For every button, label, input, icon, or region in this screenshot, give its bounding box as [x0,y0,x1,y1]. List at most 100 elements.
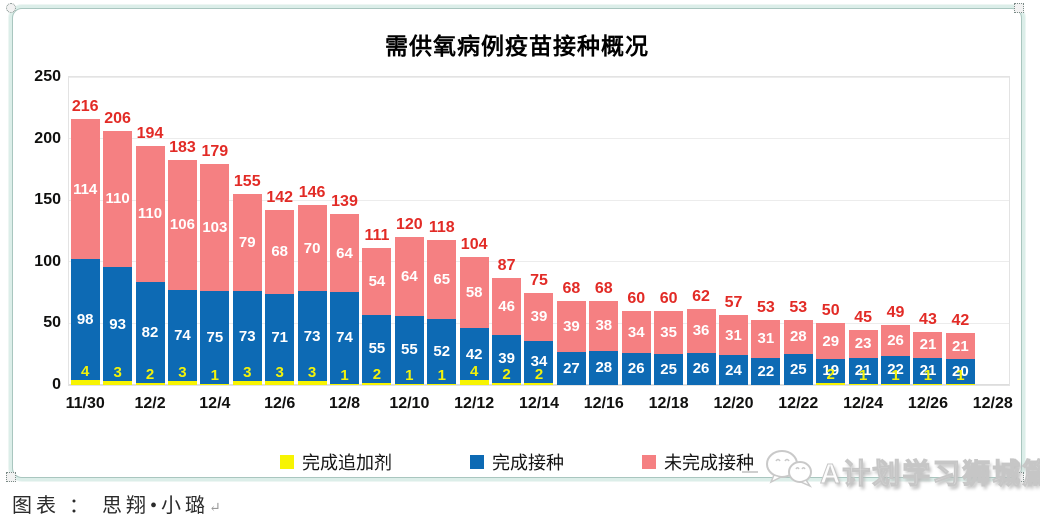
segment-vaccinated-label: 25 [660,361,677,379]
segment-unvaccinated-label: 39 [563,317,580,335]
x-axis-tick-label: 12/8 [328,395,361,412]
bar-total-label: 216 [71,97,99,115]
segment-vaccinated: 73 3 [297,291,327,382]
stacked-bar: 111 54 55 2 [362,228,392,385]
segment-unvaccinated: 70 [297,205,327,292]
segment-unvaccinated: 110 [103,131,133,267]
bar-total-label: 49 [886,303,905,321]
bar-total-label: 206 [104,110,131,128]
segment-booster [427,383,457,385]
segment-unvaccinated-label: 110 [105,190,130,208]
selection-handle-top-left[interactable] [6,3,16,13]
x-axis-tick-label: 12/20 [713,395,754,412]
segment-unvaccinated-label: 38 [595,317,613,335]
bar-total-label: 146 [298,184,326,202]
segment-unvaccinated-label: 103 [202,219,228,237]
segment-vaccinated-label: 73 [303,327,321,345]
segment-vaccinated-label: 39 [498,350,515,368]
segment-unvaccinated-label: 114 [73,180,98,198]
segment-booster [232,381,262,385]
segment-booster-label: 3 [113,364,122,382]
segment-vaccinated: 21 1 [913,357,943,384]
segment-unvaccinated-label: 23 [854,335,872,353]
segment-vaccinated: 71 3 [265,293,295,382]
bar-total-label: 104 [460,235,488,253]
segment-vaccinated: 20 1 [945,358,975,384]
x-axis-tick-label: 12/14 [518,395,560,412]
stacked-bar: 75 39 34 2 [524,272,554,385]
segment-booster-label: 1 [956,366,965,384]
segment-vaccinated: 39 2 [492,334,522,383]
segment-booster-label: 3 [243,364,252,382]
segment-booster-label: 1 [858,366,868,384]
segment-vaccinated-label: 21 [919,362,937,380]
bar-total-label: 45 [854,308,873,326]
segment-vaccinated: 24 [718,355,748,385]
segment-booster-label: 1 [891,366,900,384]
bar-total-label: 60 [659,290,678,308]
segment-vaccinated: 25 [783,354,813,385]
chart-object-frame[interactable]: 需供氧病例疫苗接种概况 0 50 100 150 200 250 216 114 98 4 206 1… [12,8,1022,478]
segment-unvaccinated: 64 [394,237,424,316]
segment-unvaccinated: 21 [945,333,975,359]
selection-handle-bottom-right[interactable] [1014,472,1024,482]
segment-booster [167,381,197,385]
legend-swatch-icon [470,455,484,469]
stacked-bar: 139 64 74 1 [330,193,359,385]
stacked-bar: 155 79 73 3 [232,174,262,385]
segment-booster-label: 4 [469,363,479,381]
segment-vaccinated: 52 1 [427,319,457,384]
stacked-bar: 146 70 73 3 [297,185,327,385]
stacked-bar: 53 31 22 [751,299,781,385]
segment-unvaccinated: 58 [459,256,489,329]
x-axis-tick-label: 12/10 [389,395,430,412]
legend-label: 完成追加剂 [302,453,392,473]
segment-vaccinated: 28 [589,350,619,385]
segment-unvaccinated-label: 29 [822,332,840,350]
segment-booster [945,383,975,385]
segment-unvaccinated: 23 [848,329,878,358]
segment-unvaccinated-label: 64 [336,244,353,262]
segment-booster [459,380,489,385]
stacked-bar: 68 38 28 [589,281,619,385]
bar-total-label: 68 [594,280,613,298]
segment-unvaccinated-label: 31 [757,330,775,348]
stacked-bar: 60 35 25 [654,291,684,385]
bar-total-label: 142 [266,189,294,207]
segment-unvaccinated-label: 34 [627,323,645,341]
x-axis-tick-label: 12/12 [454,395,495,412]
bar-total-label: 139 [331,192,358,210]
segment-unvaccinated-label: 58 [465,284,483,302]
plot-area: 0 50 100 150 200 250 216 114 98 4 206 110 93 3 194 110 8… [34,68,1013,412]
segment-vaccinated-label: 55 [368,340,386,358]
segment-vaccinated-label: 55 [400,341,418,359]
selection-handle-bottom-left[interactable] [6,472,16,482]
stacked-bar: 104 58 42 4 [459,236,489,385]
y-axis-tick-label: 250 [34,68,61,85]
return-mark-icon: ↵ [209,501,221,516]
legend-item: 完成接种 [470,449,564,475]
stacked-bar: 42 21 20 1 [945,313,975,385]
segment-vaccinated-label: 75 [206,328,224,346]
segment-booster-label: 3 [307,364,317,382]
gridline-250 [69,76,1009,78]
stacked-bar: 43 21 21 1 [913,312,943,385]
bar-total-label: 118 [428,218,455,236]
caption-text: 图表 ： 思翔•小璐 [12,495,210,517]
bar-total-label: 43 [919,311,937,329]
segment-vaccinated: 98 4 [70,259,100,381]
segment-unvaccinated-label: 26 [887,332,904,350]
segment-booster-label: 3 [178,364,187,382]
segment-unvaccinated-label: 35 [660,324,677,342]
chart-title: 需供氧病例疫苗接种概况 [385,33,649,59]
segment-vaccinated-label: 71 [271,329,289,347]
stacked-bar: 49 26 22 1 [881,304,911,385]
selection-handle-top-right[interactable] [1014,3,1024,13]
segment-vaccinated: 73 3 [232,291,262,382]
stacked-bar: 120 64 55 1 [394,217,424,385]
stacked-bar: 60 34 26 [621,291,651,385]
segment-unvaccinated-label: 21 [952,337,969,355]
x-axis-tick-label: 12/16 [583,395,624,412]
segment-vaccinated-label: 26 [692,360,710,378]
segment-vaccinated: 75 1 [200,291,230,384]
